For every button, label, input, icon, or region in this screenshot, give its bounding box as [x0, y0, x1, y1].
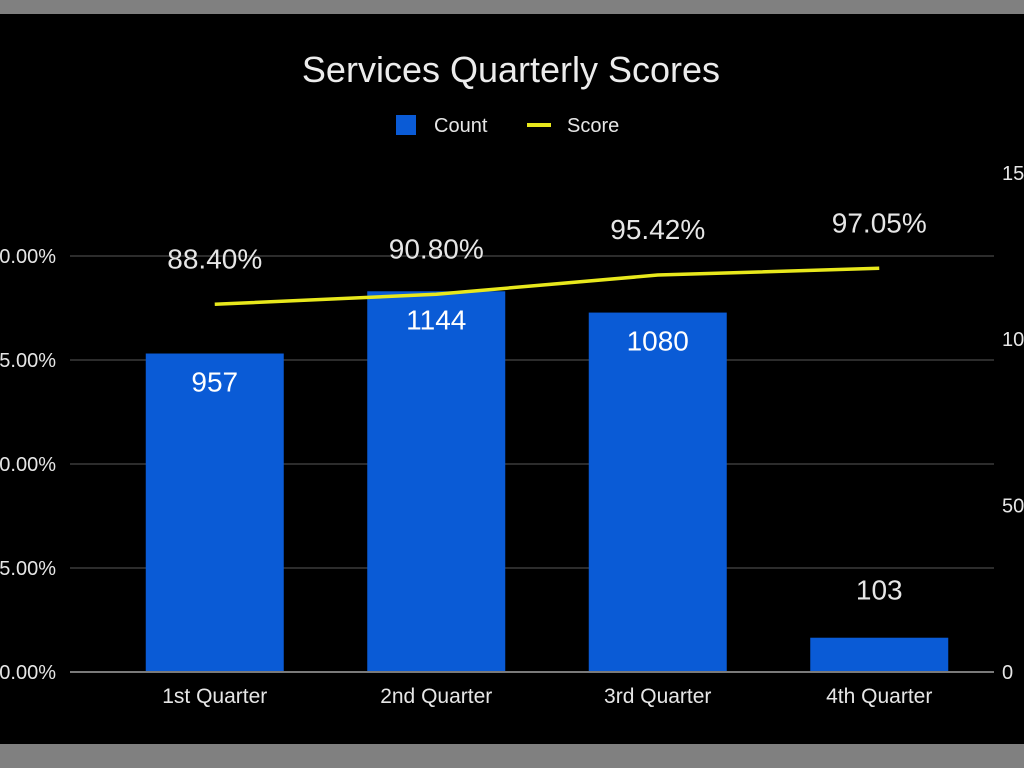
score-label: 88.40% [167, 243, 262, 274]
right-axis-tick-label: 500 [1002, 496, 1024, 518]
left-axis-tick-label: 50.00% [0, 454, 56, 476]
count-bar [810, 637, 949, 672]
count-bars [145, 291, 949, 672]
count-bar-label: 957 [191, 367, 238, 398]
count-bar [145, 353, 284, 672]
x-axis-label: 3rd Quarter [604, 685, 711, 708]
legend-count-swatch [396, 115, 416, 135]
x-axis-label: 4th Quarter [826, 685, 932, 708]
x-axis-label: 2nd Quarter [380, 685, 492, 708]
left-axis-tick-label: 0.00% [0, 662, 56, 684]
legend-score-label: Score [567, 115, 619, 137]
x-axis-labels: 1st Quarter 2nd Quarter 3rd Quarter 4th Qua… [162, 685, 932, 708]
right-axis-tick-label: 1500 [1002, 163, 1024, 185]
count-bar-label: 103 [856, 575, 903, 606]
count-bar-label: 1080 [627, 326, 689, 357]
legend: Count Score [396, 115, 619, 137]
score-label: 97.05% [832, 207, 927, 238]
right-axis-ticks: 0 500 1000 1500 [1002, 163, 1024, 684]
right-axis-tick-label: 0 [1002, 662, 1013, 684]
frame-border-bottom [0, 744, 1024, 768]
count-bar [588, 312, 727, 672]
count-bar-label: 1144 [406, 304, 466, 335]
score-labels: 88.40% 90.80% 95.42% 97.05% [167, 207, 926, 274]
x-axis-label: 1st Quarter [162, 685, 267, 708]
count-bar [367, 291, 506, 672]
score-line-layer [214, 266, 880, 307]
count-bar-labels: 957 1144 1080 103 [191, 304, 902, 605]
chart-title: Services Quarterly Scores [302, 49, 720, 90]
legend-score-swatch [527, 123, 551, 127]
left-axis-tick-label: 25.00% [0, 558, 56, 580]
score-label: 90.80% [389, 233, 484, 264]
score-line [214, 266, 880, 307]
score-label: 95.42% [610, 214, 705, 245]
left-axis-ticks: 0.00% 25.00% 50.00% 75.00% 100.00% [0, 246, 56, 684]
frame-border-top [0, 0, 1024, 14]
left-axis-tick-label: 100.00% [0, 246, 56, 268]
left-axis-tick-label: 75.00% [0, 350, 56, 372]
right-axis-tick-label: 1000 [1002, 329, 1024, 351]
legend-count-label: Count [434, 115, 488, 137]
